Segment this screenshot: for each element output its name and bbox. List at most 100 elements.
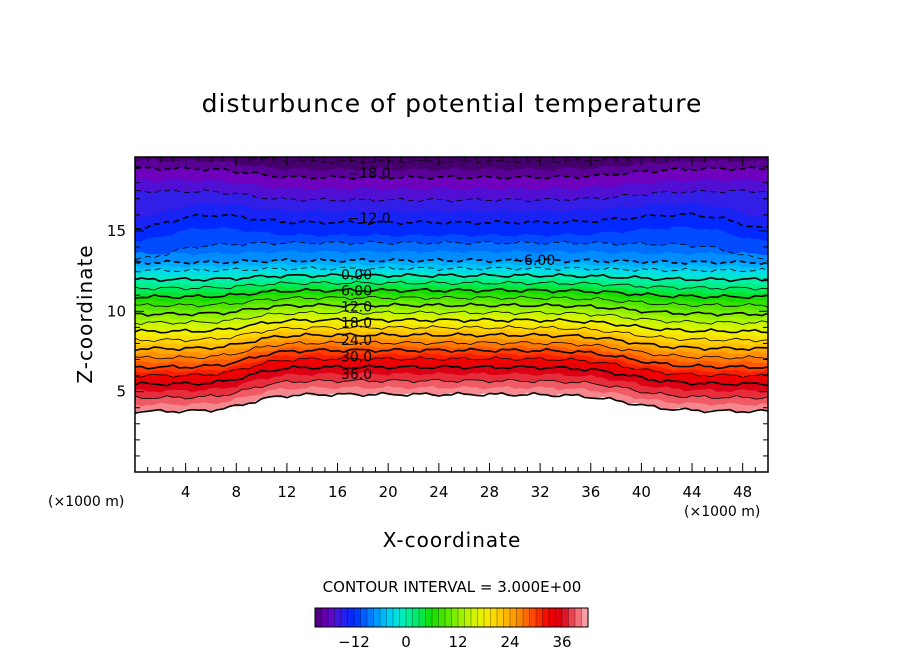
colorbar-cell (509, 607, 518, 628)
x-tick-label: 16 (328, 483, 347, 501)
colorbar-cell (457, 607, 466, 628)
colorbar-tick-label: 0 (401, 633, 411, 651)
colorbar-cell (334, 607, 342, 628)
x-tick-label: 44 (682, 483, 701, 501)
colorbar-cell (438, 607, 446, 628)
colorbar-cell (516, 607, 524, 628)
x-tick-label: 40 (632, 483, 651, 501)
undisturbed-region (135, 392, 768, 472)
contour-line (135, 325, 768, 343)
x-tick-label: 32 (531, 483, 550, 501)
colorbar-cell (425, 607, 433, 628)
contour-line (135, 391, 768, 414)
contour-label: 24.0 (341, 333, 372, 349)
colorbar-cell (483, 607, 492, 628)
colorbar-cell (321, 607, 329, 628)
contour-line (135, 280, 768, 291)
colorbar-cell (360, 607, 368, 628)
colorbar-ticks: −12 0 12 24 36 (338, 633, 571, 651)
colorbar-cell (444, 607, 453, 628)
colorbar-cell (353, 607, 362, 628)
contour-line (135, 272, 768, 283)
colorbar-tick-label: −12 (338, 633, 370, 651)
colorbar-cell (503, 607, 511, 628)
contour-line (135, 189, 768, 203)
x-unit-right: (×1000 m) (684, 504, 760, 520)
colorbar-cell (373, 607, 381, 628)
colorbar-cell (366, 607, 375, 628)
colorbar-cell (529, 607, 537, 628)
colorbar-cell (470, 607, 479, 628)
x-tick-label: 12 (277, 483, 296, 501)
contour-line (135, 378, 768, 400)
contour-line (135, 317, 768, 334)
colorbar-cell (464, 607, 472, 628)
contour-label: −18.0 (348, 166, 391, 182)
contour-line (135, 310, 768, 326)
colorbar-tick-label: 36 (552, 633, 571, 651)
x-tick-label: 24 (429, 483, 448, 501)
colorbar-frame (314, 607, 589, 628)
colorbar-cell (327, 607, 336, 628)
contour-label: 30.0 (341, 349, 372, 365)
contour-interval-text: CONTOUR INTERVAL = 3.000E+00 (323, 578, 582, 596)
colorbar-tick-label: 12 (448, 633, 467, 651)
colorbar-cell (535, 607, 544, 628)
contour-line (242, 157, 638, 164)
colorbar-cell (451, 607, 459, 628)
colorbar-cell (399, 607, 407, 628)
colorbar-cell (340, 607, 349, 628)
contour-lines (135, 157, 768, 414)
contour-line (135, 212, 768, 230)
contour-line (135, 166, 768, 180)
contour-label: −12.0 (348, 211, 391, 227)
contour-label: 6.00 (341, 283, 372, 299)
x-tick-label: 20 (379, 483, 398, 501)
colorbar-cell (574, 607, 583, 628)
contour-line (135, 257, 768, 266)
colorbar-cell (386, 607, 394, 628)
contour-line (135, 332, 768, 352)
contour-label: 18.0 (341, 316, 372, 332)
colorbar-cell (542, 607, 550, 628)
contour-line (135, 340, 768, 360)
colorbar-cell (568, 607, 576, 628)
contour-line (135, 356, 768, 378)
y-tick-label: 10 (107, 302, 126, 320)
colorbar-cell (496, 607, 505, 628)
colorbar-tick-label: 24 (500, 633, 519, 651)
colorbar-cell (431, 607, 440, 628)
y-tick-label: 5 (116, 383, 126, 401)
y-tick-label: 15 (107, 222, 126, 240)
colorbar-cell (412, 607, 420, 628)
x-unit-left: (×1000 m) (48, 494, 124, 510)
colorbar-cell (347, 607, 355, 628)
x-tick-label: 48 (733, 483, 752, 501)
colorbar-cell (581, 607, 589, 628)
x-tick-label: 36 (581, 483, 600, 501)
x-tick-label: 8 (232, 483, 242, 501)
contour-line (135, 240, 768, 262)
colorbar-cell (522, 607, 531, 628)
colorbar-cell (561, 607, 570, 628)
x-axis-label: X-coordinate (383, 528, 522, 552)
contour-line (135, 295, 768, 308)
colorbar-cell (418, 607, 427, 628)
colorbar-cell (405, 607, 414, 628)
contour-line (135, 347, 768, 370)
contour-label: 0.00 (341, 267, 372, 283)
contour-line (135, 287, 768, 300)
colorbar-cell (314, 607, 323, 628)
chart-title: disturbunce of potential temperature (202, 89, 703, 118)
contour-line (135, 302, 768, 317)
contour-line (135, 266, 768, 273)
colorbar-cell (555, 607, 563, 628)
contour-label: 12.0 (341, 299, 372, 315)
colorbar-cell (477, 607, 485, 628)
colorbar-cell (548, 607, 557, 628)
contour-fill-bands (135, 157, 768, 472)
y-axis-label: Z-coordinate (73, 244, 97, 383)
colorbar (314, 607, 589, 628)
